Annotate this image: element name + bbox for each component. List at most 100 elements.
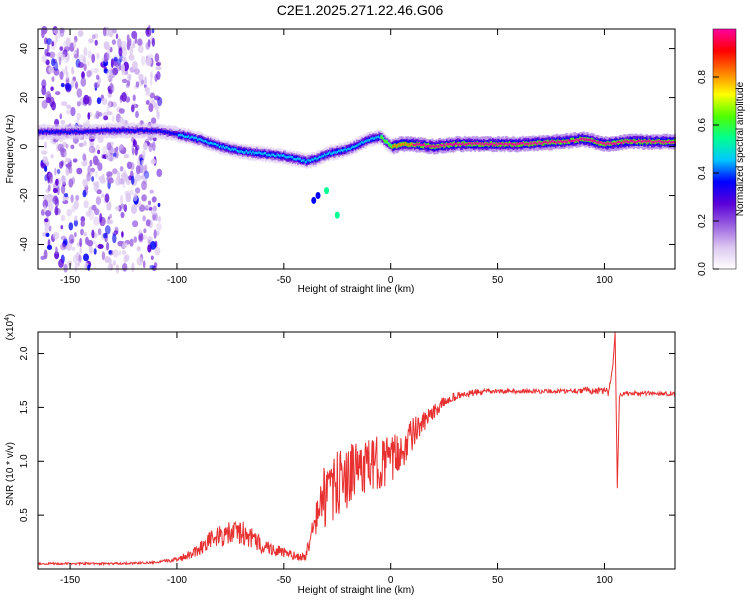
ridge-cell [98,129,101,133]
ridge-cell [48,130,51,134]
ridge-cell [67,131,70,134]
noise-blob [63,160,67,166]
y-tick-label: -20 [19,188,30,203]
ridge-cell [548,140,551,143]
ridge-cell [123,129,126,134]
noise-blob [141,160,145,165]
ridge-cell [331,149,334,155]
noise-blob [103,115,109,121]
ridge-cell [339,150,342,153]
ridge-cell [443,144,446,149]
noise-blob [122,263,128,272]
noise-blob [145,91,152,96]
ridge-cell [302,159,305,162]
noise-blob [106,111,113,116]
ridge-cell [486,143,489,146]
noise-blob [134,173,141,182]
ridge-cell [333,151,335,154]
noise-blob [54,61,59,72]
colorbar-tick-label: 0.4 [697,166,708,180]
ridge-cell [162,130,165,134]
ridge-cell [503,142,506,148]
noise-blob [88,145,96,154]
ridge-cell [615,142,617,145]
ridge-cell [266,154,269,157]
ridge-cell [293,157,296,161]
ridge-cell [236,150,239,153]
noise-blob [41,85,47,96]
ridge-cell [463,143,466,147]
noise-blob [156,168,163,178]
noise-blob [71,204,76,213]
noise-blob [42,199,48,209]
noise-blob [80,77,87,87]
noise-blob [133,192,138,198]
noise-blob [80,216,86,223]
ridge-cell [434,145,437,148]
noise-blob [60,120,66,125]
ridge-cell [381,136,384,140]
ridge-cell [324,153,326,156]
noise-blob [123,170,127,176]
ridge-cell [61,130,63,133]
ridge-cell [144,129,147,133]
ridge-cell [579,138,582,141]
ridge-cell [426,145,429,148]
noise-blob [94,39,98,46]
ridge-cell [483,143,485,146]
ridge-cell [451,143,453,146]
ridge-cell [324,153,326,158]
ridge-cell [275,154,278,158]
ridge-cell [320,156,323,159]
noise-blob [135,187,141,194]
ridge-cell [388,143,390,146]
ridge-cell [445,142,448,146]
ridge-cell [238,147,240,153]
ridge-cell [353,145,356,149]
x-tick-label: 100 [596,275,613,286]
noise-blob [122,56,127,63]
ridge-cell [249,150,252,153]
spectrogram-panel: -150 -100 -50 0 50 100 -40 -20 0 20 40 Height of … [5,24,676,295]
ridge-cell [612,142,615,145]
ridge-cell [560,139,562,143]
noise-blob [95,144,100,151]
noise-blob [126,161,133,170]
ridge-cell [93,130,95,133]
noise-blob [57,185,60,196]
noise-blob [155,62,161,67]
noise-blob [99,176,106,183]
ridge-cell [421,143,424,147]
noise-blob [127,73,132,81]
noise-blob [157,202,161,208]
ridge-cell [122,129,125,133]
ridge-cell [454,142,457,146]
noise-blob [110,58,114,69]
noise-blob [149,189,154,194]
noise-blob [138,163,145,174]
ridge-cell [45,130,48,135]
ridge-cell [231,147,234,150]
noise-blob [106,142,112,151]
ridge-cell [493,143,496,147]
ridge-cell [610,141,612,144]
snr-frame [37,331,676,570]
ridge-cell [307,158,310,162]
ridge-cell [113,128,116,131]
outlier-point [315,192,321,200]
ridge-cell [566,140,569,144]
snr-x-ticks: -150 -100 -50 0 50 100 [60,332,613,586]
ridge-cell [667,140,670,144]
noise-blob [112,233,117,244]
noise-blob [107,263,114,271]
ridge-cell [285,156,288,159]
ridge-cell [276,153,279,156]
ridge-cell [243,151,246,154]
noise-blob [80,228,84,236]
ridge-cell [467,142,470,145]
noise-blob [56,168,61,175]
ridge-cell [153,130,156,133]
ridge-cell [344,147,347,150]
noise-blob [97,228,102,236]
ridge-cell [522,141,525,145]
